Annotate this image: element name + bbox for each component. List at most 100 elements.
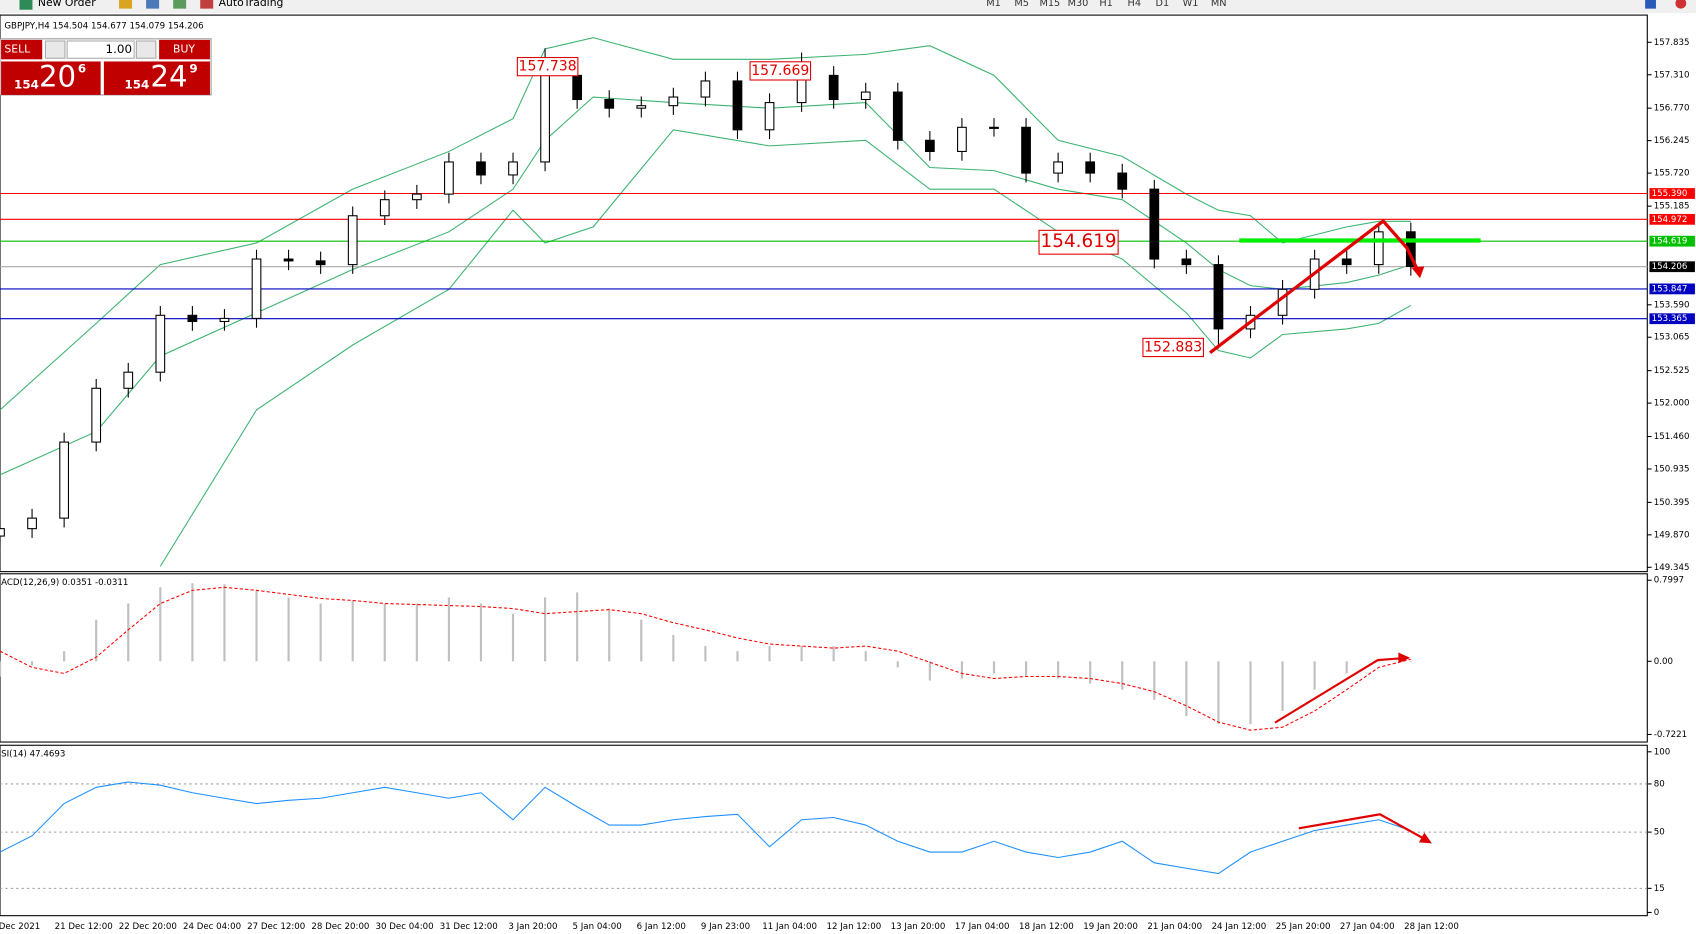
timeframe-button[interactable]: M5: [1014, 0, 1029, 9]
sell-price-big[interactable]: 154: [14, 78, 39, 92]
toolbar-icon[interactable]: [173, 0, 187, 9]
price-level-tag: [1649, 283, 1695, 295]
candle-body: [283, 258, 294, 262]
main-panel: [0, 14, 1648, 573]
alert-icon[interactable]: [1675, 0, 1687, 9]
price-label: 157.738: [519, 59, 577, 75]
lot-input[interactable]: [66, 40, 135, 59]
timeframe-button[interactable]: M15: [1039, 0, 1060, 9]
candle-body: [59, 441, 69, 519]
candle-body: [957, 126, 967, 152]
price-level-label: 154.619: [1652, 237, 1688, 247]
timeframe-button[interactable]: MN: [1211, 0, 1227, 9]
buy-price-main[interactable]: 24: [150, 60, 187, 94]
y-tick-label: 0: [1654, 908, 1660, 918]
macd-bar: [383, 603, 386, 662]
macd-bar: [864, 651, 867, 662]
candle-body: [508, 161, 518, 176]
new-order-button[interactable]: New Order: [38, 0, 96, 9]
macd-bar: [1153, 661, 1156, 700]
candle-body: [444, 161, 454, 195]
candle-body: [155, 314, 166, 373]
macd-bar: [159, 587, 162, 662]
macd-bar: [992, 661, 996, 674]
sell-price-sup[interactable]: 6: [78, 62, 86, 76]
candle-body: [476, 161, 486, 176]
y-tick-label: 149.345: [1654, 563, 1690, 573]
toolbar-icon[interactable]: [146, 0, 160, 9]
y-tick-label: 153.590: [1654, 300, 1690, 310]
macd-bar: [672, 634, 675, 662]
new-order-icon[interactable]: [19, 0, 33, 10]
macd-bar: [768, 646, 771, 662]
drawings: [1209, 218, 1481, 844]
x-tick-label: 27 Jan 04:00: [1340, 922, 1395, 932]
y-tick-label: 80: [1654, 779, 1665, 789]
macd-chart: 0.7997 0.00 -0.7221 ACD(12,26,9) 0.0351 -0.…: [0, 576, 1687, 740]
macd-bar: [95, 619, 98, 662]
autotrading-icon[interactable]: [200, 0, 214, 9]
candle-body: [0, 528, 5, 537]
y-tick-label: 50: [1654, 828, 1665, 838]
arrow-head: [1411, 266, 1425, 279]
candle-body: [572, 74, 583, 101]
price-label: 154.619: [1041, 231, 1117, 252]
toolbar-icon[interactable]: [119, 0, 133, 9]
macd-bar: [447, 597, 450, 662]
lot-up[interactable]: [135, 40, 157, 59]
candle-body: [636, 105, 647, 109]
timeframe-button[interactable]: H4: [1128, 0, 1142, 9]
price-level-label: 154.206: [1652, 262, 1688, 272]
x-tick-label: 24 Jan 12:00: [1212, 922, 1267, 932]
macd-bar: [896, 661, 899, 668]
candle-body: [1053, 161, 1063, 174]
macd-bar: [1089, 661, 1092, 684]
buy-price-box[interactable]: [103, 61, 210, 95]
search-icon[interactable]: [1645, 0, 1656, 9]
price-level-tag: [1649, 261, 1695, 273]
macd-bar: [736, 651, 739, 662]
timeframe-button[interactable]: M1: [986, 0, 1001, 9]
x-tick-label: 28 Jan 12:00: [1404, 922, 1459, 932]
macd-arrow: [1274, 656, 1408, 724]
buy-label[interactable]: BUY: [173, 43, 195, 56]
sell-price-box[interactable]: [1, 61, 101, 95]
price-label-box: [1038, 229, 1119, 255]
macd-bar: [1345, 661, 1348, 674]
timeframe-button[interactable]: H1: [1099, 0, 1113, 9]
x-tick-label: 13 Jan 20:00: [891, 922, 946, 932]
lot-value[interactable]: 1.00: [106, 42, 132, 56]
macd-bar: [1121, 661, 1124, 690]
sell-price-main[interactable]: 20: [39, 60, 76, 94]
buy-button[interactable]: [159, 39, 210, 60]
x-tick-label: 24 Dec 04:00: [183, 922, 241, 932]
buy-price-sup[interactable]: 9: [189, 62, 197, 76]
candle-body: [668, 96, 679, 107]
candle-body: [989, 126, 999, 129]
y-tick-label: -0.7221: [1654, 730, 1687, 740]
price-level-label: 153.365: [1652, 314, 1688, 324]
toolbar: [0, 0, 1696, 13]
timeframe-button[interactable]: W1: [1183, 0, 1199, 9]
autotrading-button[interactable]: AutoTrading: [219, 0, 284, 9]
timeframe-button[interactable]: D1: [1156, 0, 1170, 9]
y-tick-label: 152.525: [1654, 366, 1690, 376]
sell-button[interactable]: [1, 39, 43, 60]
sell-label[interactable]: SELL: [4, 43, 30, 56]
price-level-label: 155.390: [1652, 189, 1688, 199]
x-tick-label: 31 Dec 12:00: [440, 922, 498, 932]
macd-bar: [415, 603, 418, 662]
timeframe-button[interactable]: M30: [1068, 0, 1089, 9]
price-level-tag: [1649, 235, 1695, 247]
buy-price-big[interactable]: 154: [124, 78, 149, 92]
macd-bar: [1057, 661, 1060, 679]
timeframes: M1 M5 M15 M30 H1 H4 D1 W1 MN: [986, 0, 1226, 9]
y-tick-label: 15: [1654, 884, 1665, 894]
x-tick-label: 25 Jan 20:00: [1276, 922, 1331, 932]
price-label: 152.883: [1144, 339, 1202, 355]
lot-down[interactable]: [44, 40, 66, 59]
candle-body: [251, 258, 262, 319]
macd-bar: [1185, 661, 1188, 717]
candle-body: [123, 371, 134, 389]
